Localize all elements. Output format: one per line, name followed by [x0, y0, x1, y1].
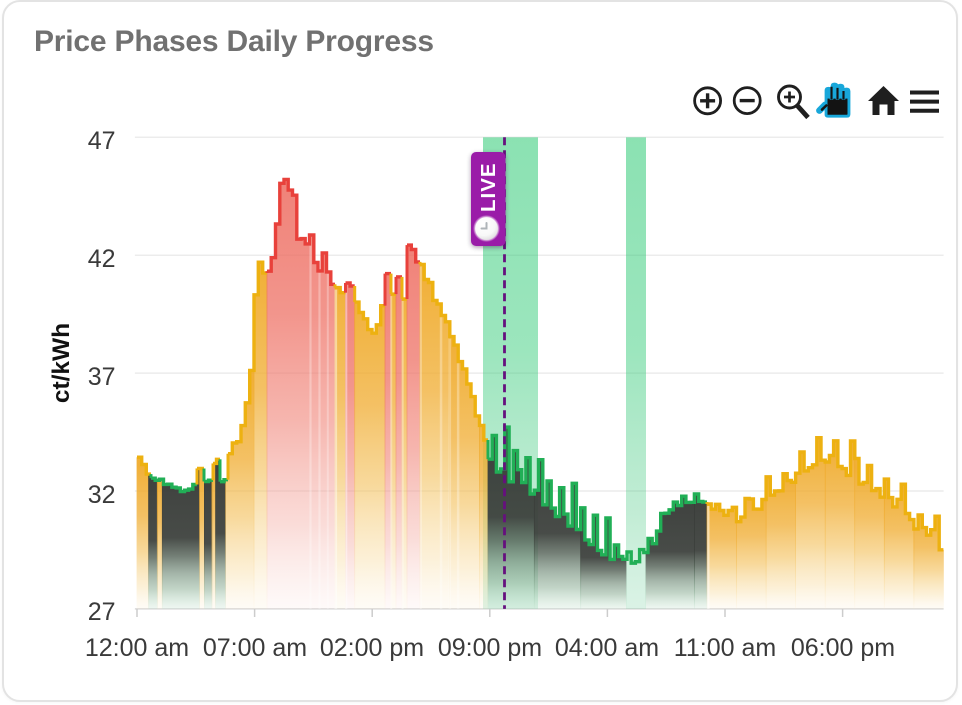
- svg-text:LIVE: LIVE: [477, 162, 500, 212]
